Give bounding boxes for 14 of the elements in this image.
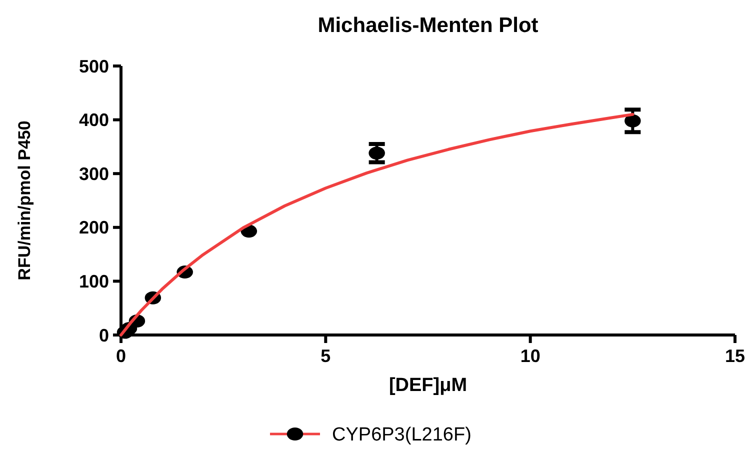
x-tick-label: 0 [116, 346, 126, 366]
x-tick-label: 10 [520, 346, 540, 366]
y-tick-label: 100 [78, 272, 109, 292]
y-tick-label: 500 [78, 56, 109, 76]
y-tick-label: 200 [78, 218, 109, 238]
x-tick-label: 5 [320, 346, 331, 366]
legend-label: CYP6P3(L216F) [332, 424, 472, 446]
x-tick-label: 15 [724, 346, 746, 366]
y-tick-label: 300 [78, 164, 109, 184]
x-axis-title: [DEF]μM [388, 375, 468, 396]
y-tick-label: 400 [78, 110, 109, 130]
y-axis-title: RFU/min/pmol P450 [15, 120, 34, 280]
y-tick-label: 0 [98, 325, 109, 346]
chart-title: Michaelis-Menten Plot [318, 14, 538, 37]
